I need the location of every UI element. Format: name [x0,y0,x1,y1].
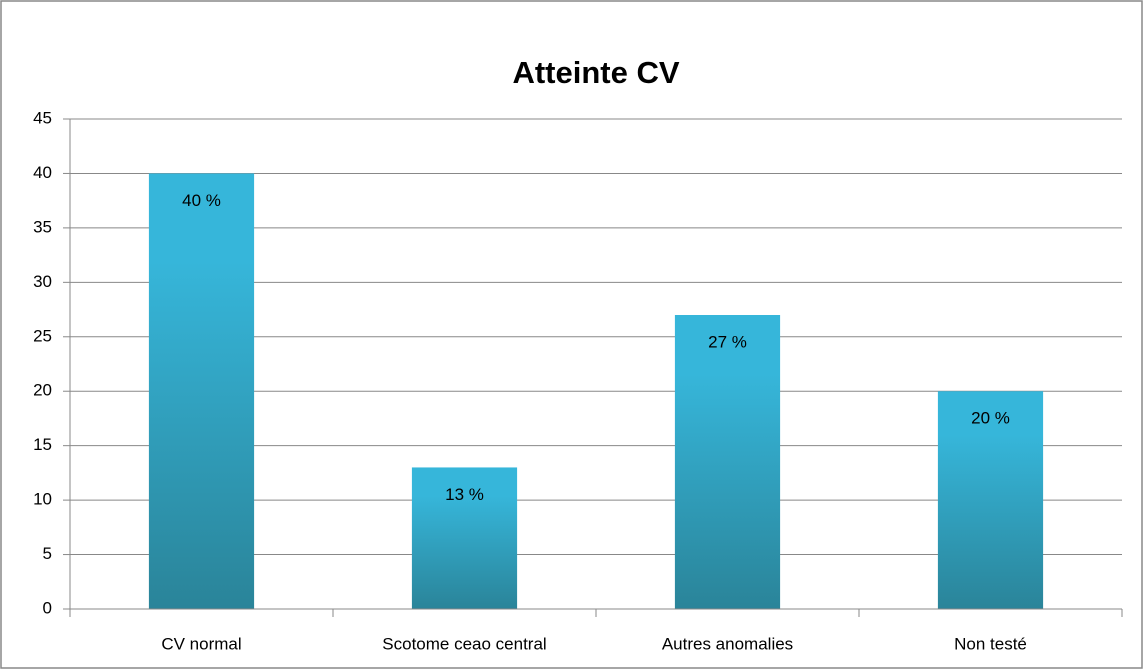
y-tick-label: 10 [33,490,52,509]
y-tick-label: 0 [43,598,52,617]
data-label: 20 % [971,409,1010,428]
x-tick-label: Scotome ceao central [382,634,546,653]
y-tick-label: 5 [43,544,52,563]
x-tick-label: Non testé [954,634,1027,653]
y-tick-label: 25 [33,326,52,345]
x-tick-label: CV normal [161,634,241,653]
chart-title: Atteinte CV [512,55,679,90]
bar [411,467,518,609]
bar [937,391,1044,609]
y-tick-label: 30 [33,272,52,291]
x-tick-label: Autres anomalies [662,634,793,653]
data-label: 40 % [182,191,221,210]
bar [148,173,255,609]
y-tick-label: 20 [33,381,52,400]
y-tick-label: 40 [33,163,52,182]
y-tick-label: 45 [33,108,52,127]
y-tick-label: 35 [33,217,52,236]
data-label: 13 % [445,485,484,504]
data-label: 27 % [708,332,747,351]
y-tick-label: 15 [33,435,52,454]
bar [674,315,781,609]
